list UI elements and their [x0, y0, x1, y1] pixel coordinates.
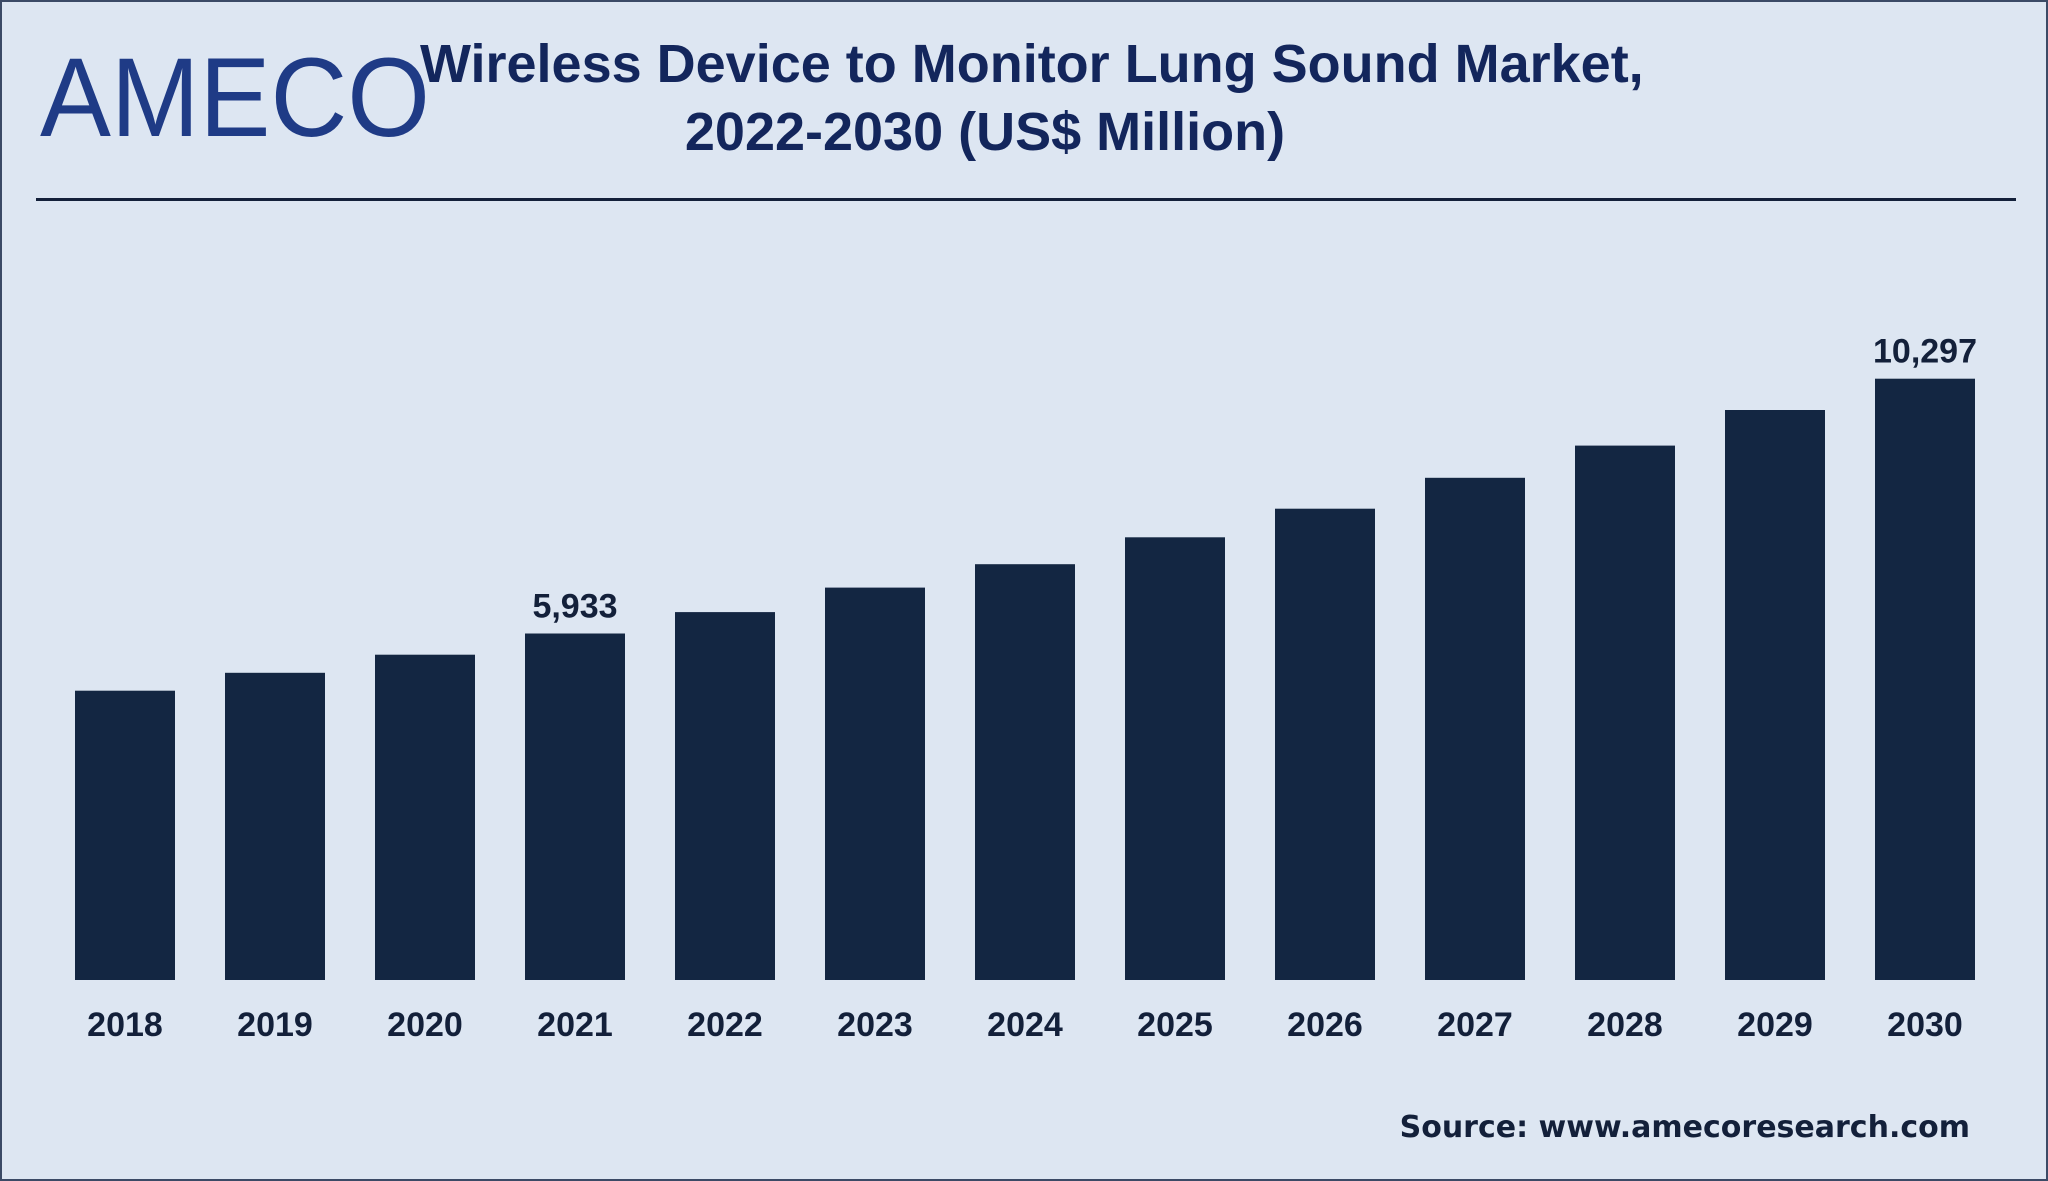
source-note: Source: www.amecoresearch.com	[1399, 1110, 1970, 1145]
x-tick-label-2023: 2023	[837, 1006, 913, 1044]
bar-2020	[375, 654, 475, 980]
title-divider	[36, 198, 2016, 201]
x-tick-label-2025: 2025	[1137, 1006, 1213, 1044]
bar-2027	[1425, 477, 1525, 980]
x-tick-label-2018: 2018	[87, 1006, 163, 1044]
chart-title-line-2: 2022-2030 (US$ Million)	[684, 102, 1286, 162]
x-tick-label-2022: 2022	[687, 1006, 763, 1044]
bar-2030	[1875, 378, 1975, 980]
bar-2029	[1725, 410, 1825, 980]
chart-title: Wireless Device to Monitor Lung Sound Ma…	[420, 30, 1644, 166]
x-tick-label-2026: 2026	[1287, 1006, 1363, 1044]
x-tick-label-2024: 2024	[987, 1006, 1063, 1044]
bar-2018	[75, 690, 175, 980]
x-tick-label-2021: 2021	[537, 1006, 613, 1044]
bar-2024	[975, 564, 1075, 980]
ameco-logo: AMECO	[40, 36, 430, 156]
value-labels-group: 5,933 10,297	[532, 333, 1977, 626]
bar-2023	[825, 587, 925, 980]
ameco-logo-text: AMECO	[40, 36, 430, 156]
x-tick-label-2029: 2029	[1737, 1006, 1813, 1044]
bar-2026	[1275, 508, 1375, 980]
bar-2021	[525, 633, 625, 980]
bar-2019	[225, 672, 325, 980]
chart-title-line-1: Wireless Device to Monitor Lung Sound Ma…	[420, 34, 1644, 94]
x-tick-label-2020: 2020	[387, 1006, 463, 1044]
bar-2028	[1575, 445, 1675, 981]
bar-2025	[1125, 537, 1225, 980]
x-tick-labels-group: 2018 2019 2020 2021 2022 2023 2024 2025 2026 2027…	[87, 1006, 1963, 1044]
bar-2022	[675, 612, 775, 980]
x-tick-label-2028: 2028	[1587, 1006, 1663, 1044]
x-tick-label-2027: 2027	[1437, 1006, 1513, 1044]
bars-group	[75, 378, 1975, 981]
data-label-2030: 10,297	[1873, 333, 1977, 371]
x-tick-label-2019: 2019	[237, 1006, 313, 1044]
data-label-2021: 5,933	[532, 588, 617, 626]
x-tick-label-2030: 2030	[1887, 1006, 1963, 1044]
